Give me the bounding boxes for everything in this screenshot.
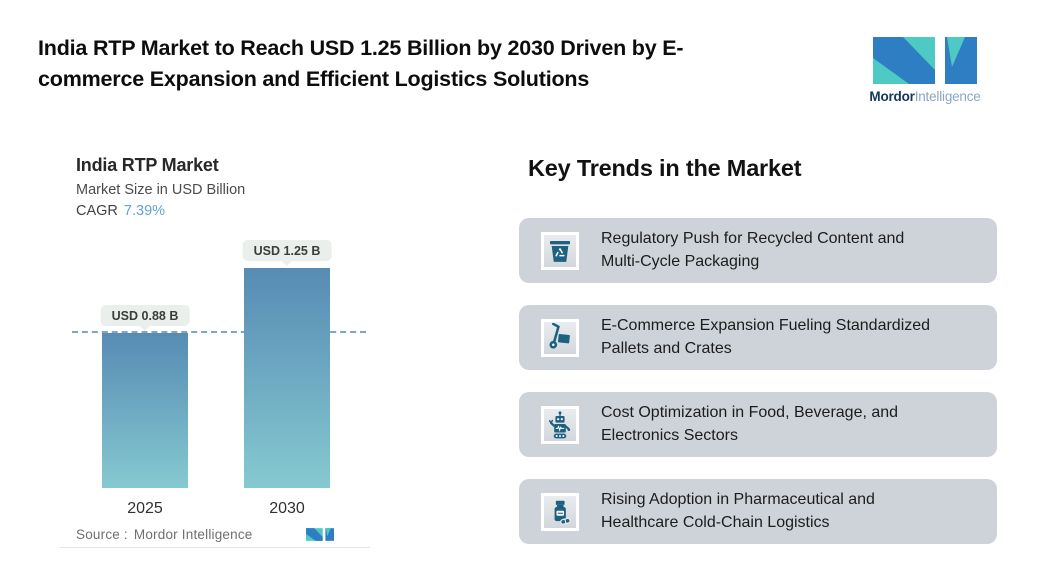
page-title: India RTP Market to Reach USD 1.25 Billi…	[38, 33, 684, 95]
trend-text: Regulatory Push for Recycled Content and…	[601, 228, 904, 273]
reference-dashed-line	[72, 331, 366, 334]
chart-cagr: CAGR 7.39%	[76, 203, 165, 219]
brand-wordmark: MordorIntelligence	[869, 89, 980, 104]
key-trends-panel: Key Trends in the Market Regulatory Push…	[519, 155, 997, 566]
cagr-value: 7.39%	[123, 203, 166, 219]
trend-text: Cost Optimization in Food, Beverage, and…	[601, 402, 898, 447]
brand-name-bold: Mordor	[869, 89, 915, 104]
mordor-intelligence-logo-icon	[873, 37, 977, 84]
source-value: Mordor Intelligence	[133, 527, 253, 542]
trend-text: E-Commerce Expansion Fueling Standardize…	[601, 315, 930, 360]
trend-text-line1: Regulatory Push for Recycled Content and	[601, 230, 905, 247]
page-title-line2: commerce Expansion and Efficient Logisti…	[38, 67, 590, 91]
brand-logo: MordorIntelligence	[869, 37, 981, 104]
brand-name-light: Intelligence	[914, 89, 981, 104]
source-text: Source : Mordor Intelligence	[76, 527, 253, 542]
recycle-bin-icon	[541, 231, 579, 270]
trend-text-line1: E-Commerce Expansion Fueling Standardize…	[601, 317, 931, 334]
trend-text-line2: Pallets and Crates	[601, 339, 732, 357]
trend-card-pharma: Rising Adoption in Pharmaceutical and He…	[519, 479, 997, 544]
cagr-label: CAGR	[76, 203, 118, 219]
bar-value-pill: USD 0.88 B	[100, 305, 190, 332]
chart-subtitle: Market Size in USD Billion	[76, 182, 246, 198]
trend-text-line2: Multi-Cycle Packaging	[601, 252, 760, 270]
trend-text-line2: Electronics Sectors	[601, 426, 738, 444]
mordor-intelligence-mini-logo-icon	[306, 528, 334, 541]
trend-card-ecommerce: E-Commerce Expansion Fueling Standardize…	[519, 305, 997, 370]
source-row: Source : Mordor Intelligence	[76, 527, 334, 542]
bar	[244, 268, 330, 488]
trend-card-regulatory: Regulatory Push for Recycled Content and…	[519, 218, 997, 283]
trend-text-line1: Cost Optimization in Food, Beverage, and	[601, 404, 899, 421]
pill-bottle-icon	[541, 492, 579, 531]
trend-card-cost: Cost Optimization in Food, Beverage, and…	[519, 392, 997, 457]
robot-icon	[541, 405, 579, 444]
trend-text: Rising Adoption in Pharmaceutical and He…	[601, 489, 875, 534]
x-axis-label: 2025	[127, 500, 163, 517]
market-chart-card: India RTP Market Market Size in USD Bill…	[60, 140, 370, 548]
trend-text-line1: Rising Adoption in Pharmaceutical and	[601, 491, 875, 508]
bar-chart-plot: USD 0.88 B 2025 USD 1.25 B 2030	[60, 236, 370, 517]
x-axis-label: 2030	[269, 500, 305, 517]
page-title-line1: India RTP Market to Reach USD 1.25 Billi…	[38, 36, 684, 60]
source-label: Source :	[76, 527, 128, 542]
trend-text-line2: Healthcare Cold-Chain Logistics	[601, 513, 830, 531]
bar-value-pill: USD 1.25 B	[242, 240, 332, 266]
bar	[102, 333, 188, 488]
chart-title: India RTP Market	[76, 155, 219, 175]
trends-heading: Key Trends in the Market	[528, 155, 802, 181]
hand-truck-icon	[541, 318, 579, 357]
